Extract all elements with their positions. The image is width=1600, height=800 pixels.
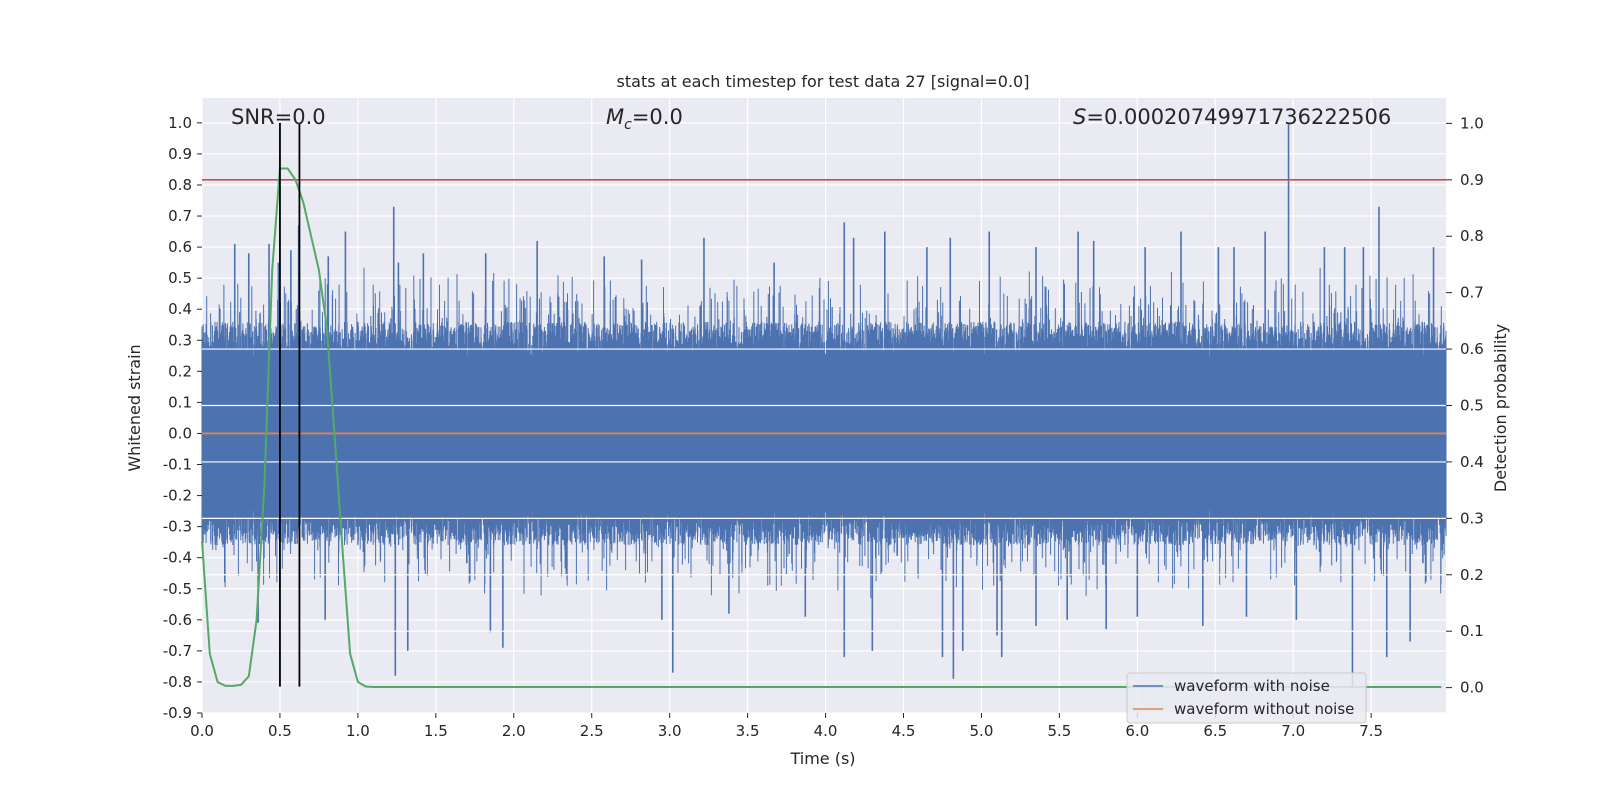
y2-tick-label: 0.0 [1460,679,1484,697]
mc-symbol: M [606,105,624,129]
x-axis-label: Time (s) [789,749,855,768]
x-tick-label: 5.0 [970,722,994,740]
mc-subscript: c [624,117,632,133]
x-tick-label: 4.5 [892,722,916,740]
y-tick-label: -0.7 [163,642,192,660]
y-tick-label: 0.7 [168,207,192,225]
y-tick-label: -0.8 [163,673,192,691]
y-tick-label: 0.6 [168,238,192,256]
y-tick-label: 0.8 [168,176,192,194]
y-tick-label: -0.5 [163,580,192,598]
y-tick-label: -0.3 [163,518,192,536]
snr-annotation: SNR=0.0 [231,105,326,129]
x-tick-label: 3.0 [658,722,682,740]
x-tick-label: 2.5 [580,722,604,740]
y-tick-label: 0.3 [168,331,192,349]
series-detection-probability [201,167,1442,688]
x-tick-label: 7.5 [1359,722,1383,740]
y2-tick-label: 0.5 [1460,397,1484,415]
x-tick-label: 6.0 [1125,722,1149,740]
x-tick-label: 1.0 [346,722,370,740]
y2-tick-label: 0.6 [1460,340,1484,358]
x-tick-label: 7.0 [1281,722,1305,740]
y2-tick-label: 0.8 [1460,227,1484,245]
x-tick-label: 0.5 [268,722,292,740]
x-tick-label: 2.0 [502,722,526,740]
y-tick-label: 1.0 [168,114,192,132]
y-axis-label: Whitened strain [125,344,144,471]
mc-value: =0.0 [632,105,683,129]
y-tick-label: -0.2 [163,487,192,505]
y2-tick-label: 0.7 [1460,284,1484,302]
legend-label-clean: waveform without noise [1174,700,1354,718]
x-tick-label: 3.5 [736,722,760,740]
x-tick-label: 5.5 [1047,722,1071,740]
x-tick-label: 0.0 [190,722,214,740]
y-tick-label: 0.4 [168,300,192,318]
y-tick-label: -0.6 [163,611,192,629]
y-tick-label: 0.1 [168,393,192,411]
y-tick-label: -0.1 [163,456,192,474]
s-annotation: S=0.00020749971736222506 [1073,105,1391,129]
y2-tick-label: 0.3 [1460,509,1484,527]
x-tick-label: 6.5 [1203,722,1227,740]
y-tick-label: -0.9 [163,704,192,722]
y2-tick-label: 0.2 [1460,566,1484,584]
y-tick-label: 0.2 [168,362,192,380]
y-tick-label: 0.0 [168,424,192,442]
mc-annotation: Mc=0.0 [606,105,683,133]
y2-tick-label: 0.4 [1460,453,1484,471]
y-tick-label: 0.9 [168,145,192,163]
s-symbol: S [1073,105,1086,129]
x-tick-label: 4.0 [814,722,838,740]
legend-label-noise: waveform with noise [1174,677,1330,695]
y2-axis-label: Detection probability [1491,324,1510,492]
legend-box [1126,672,1367,724]
x-tick-label: 1.5 [424,722,448,740]
legend: waveform with noise waveform without noi… [1126,672,1367,724]
chart-title: stats at each timestep for test data 27 … [617,72,1030,91]
y-tick-label: 0.5 [168,269,192,287]
y2-tick-label: 0.9 [1460,171,1484,189]
y2-tick-label: 1.0 [1460,114,1484,132]
y2-tick-label: 0.1 [1460,622,1484,640]
y-tick-label: -0.4 [163,549,192,567]
s-value: =0.00020749971736222506 [1086,105,1391,129]
